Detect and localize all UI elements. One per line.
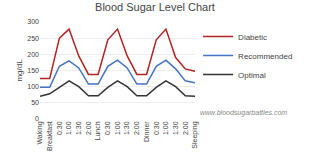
svg-text:Lunch: Lunch [94, 121, 101, 140]
svg-text:100: 100 [27, 83, 39, 90]
svg-text:150: 150 [27, 67, 39, 74]
svg-text:0:30: 0:30 [104, 121, 111, 135]
svg-text:1:30: 1:30 [123, 121, 130, 135]
svg-text:Sleeping: Sleeping [191, 121, 199, 148]
svg-text:300: 300 [27, 18, 39, 25]
svg-text:www.bloodsugarbattles.com: www.bloodsugarbattles.com [200, 109, 287, 117]
svg-text:0:30: 0:30 [56, 121, 63, 135]
svg-text:Optimal: Optimal [238, 71, 266, 80]
svg-text:Diabetic: Diabetic [238, 33, 267, 42]
svg-text:Waking: Waking [36, 121, 44, 144]
svg-text:Blood Sugar Level Chart: Blood Sugar Level Chart [95, 1, 215, 13]
svg-text:1:30: 1:30 [172, 121, 179, 135]
svg-text:mg/dL: mg/dL [15, 59, 24, 82]
svg-text:2:00: 2:00 [85, 121, 92, 135]
svg-text:1:00: 1:00 [162, 121, 169, 135]
svg-text:50: 50 [31, 99, 39, 106]
svg-text:250: 250 [27, 35, 39, 42]
svg-text:Recommended: Recommended [238, 52, 292, 61]
svg-text:1:00: 1:00 [114, 121, 121, 135]
svg-text:200: 200 [27, 51, 39, 58]
svg-text:1:00: 1:00 [65, 121, 72, 135]
svg-text:0:30: 0:30 [153, 121, 160, 135]
svg-text:0: 0 [35, 115, 39, 122]
svg-text:1:30: 1:30 [75, 121, 82, 135]
svg-text:Dinner: Dinner [143, 121, 150, 142]
svg-text:2:00: 2:00 [133, 121, 140, 135]
svg-text:Breakfast: Breakfast [46, 121, 53, 151]
svg-text:2:00: 2:00 [182, 121, 189, 135]
